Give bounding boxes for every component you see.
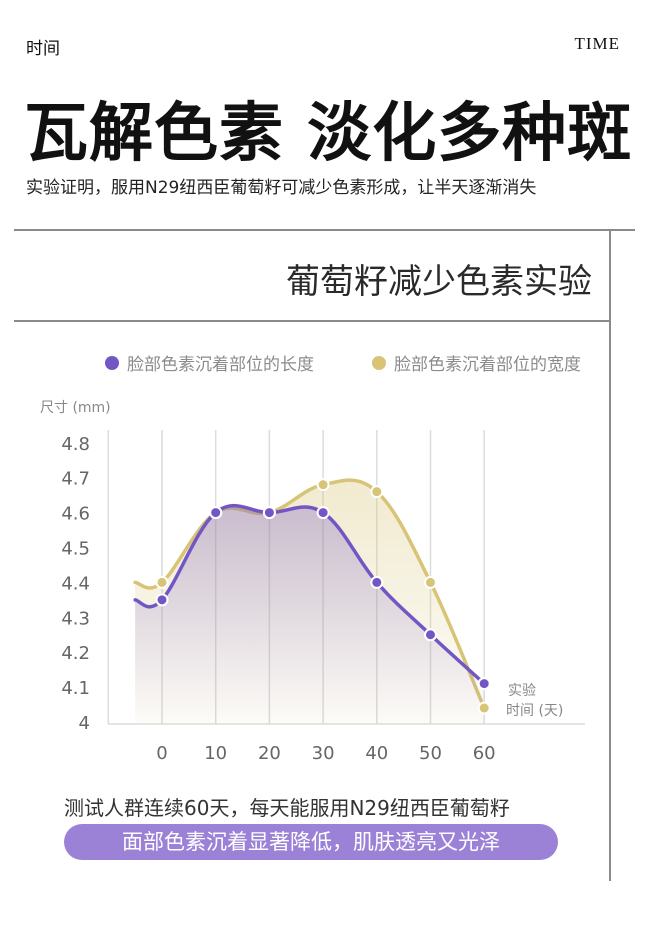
legend-item-length: 脸部色素沉着部位的长度 bbox=[105, 350, 314, 375]
point-length bbox=[370, 575, 384, 589]
point-length bbox=[424, 628, 437, 642]
y-tick-label: 4.1 bbox=[61, 678, 90, 699]
point-length bbox=[209, 506, 223, 520]
x-tick-label: 20 bbox=[258, 743, 281, 764]
x-tick-label: 50 bbox=[419, 743, 442, 764]
footer-note: 测试人群连续60天，每天能服用N29纽西臣葡萄籽 bbox=[64, 796, 510, 820]
area-length bbox=[135, 505, 485, 724]
y-axis-label: 尺寸 (mm) bbox=[40, 400, 111, 416]
y-tick-label: 4.5 bbox=[61, 539, 90, 560]
legend-label-length: 脸部色素沉着部位的长度 bbox=[127, 355, 314, 375]
legend-dot-width bbox=[372, 355, 386, 370]
x-tick-label: 10 bbox=[204, 743, 227, 764]
point-width bbox=[155, 575, 169, 589]
line-length bbox=[133, 503, 486, 686]
x-tick-label: 30 bbox=[312, 743, 335, 764]
y-tick-label: 4.8 bbox=[61, 434, 90, 455]
x-tick-label: 0 bbox=[156, 743, 167, 764]
point-length bbox=[262, 506, 276, 520]
legend-label-width: 脸部色素沉着部位的宽度 bbox=[394, 355, 581, 375]
line-chart: 尺寸 (mm)4.84.74.64.54.44.34.24.140 10 20 30 4… bbox=[40, 400, 585, 764]
x-tick-label: 40 bbox=[365, 743, 388, 764]
x-axis-label: 时间 (天) bbox=[506, 703, 563, 719]
y-tick-label: 4.2 bbox=[61, 643, 90, 664]
point-length bbox=[155, 593, 169, 607]
frame-right-line bbox=[609, 229, 611, 881]
x-axis-label: 实验 bbox=[508, 683, 536, 699]
x-tick-label: 60 bbox=[473, 743, 496, 764]
y-tick-label: 4.6 bbox=[61, 504, 90, 525]
point-width bbox=[316, 478, 330, 492]
frame-divider bbox=[14, 320, 610, 322]
point-length bbox=[477, 677, 491, 691]
y-tick-label: 4.7 bbox=[61, 469, 90, 490]
legend-dot-length bbox=[105, 355, 119, 370]
point-length bbox=[316, 506, 330, 520]
subheadline: 实验证明，服用N29纽西臣葡萄籽可减少色素形成，让半天逐渐消失 bbox=[26, 178, 537, 198]
y-tick-label: 4 bbox=[79, 713, 90, 734]
frame-top-line bbox=[14, 229, 635, 231]
point-width bbox=[424, 575, 437, 589]
point-width bbox=[370, 485, 384, 499]
headline: 瓦解色素 淡化多种斑 bbox=[24, 97, 633, 171]
legend-item-width: 脸部色素沉着部位的宽度 bbox=[372, 350, 581, 375]
highlight-pill: 面部色素沉着显著降低，肌肤透亮又光泽 bbox=[64, 824, 558, 860]
y-tick-label: 4.4 bbox=[61, 573, 90, 594]
y-tick-label: 4.3 bbox=[61, 608, 90, 629]
point-width bbox=[477, 701, 491, 715]
time-label-en: TIME bbox=[574, 34, 620, 53]
chart-title: 葡萄籽减少色素实验 bbox=[286, 262, 592, 302]
time-label-cn: 时间 bbox=[26, 39, 60, 59]
